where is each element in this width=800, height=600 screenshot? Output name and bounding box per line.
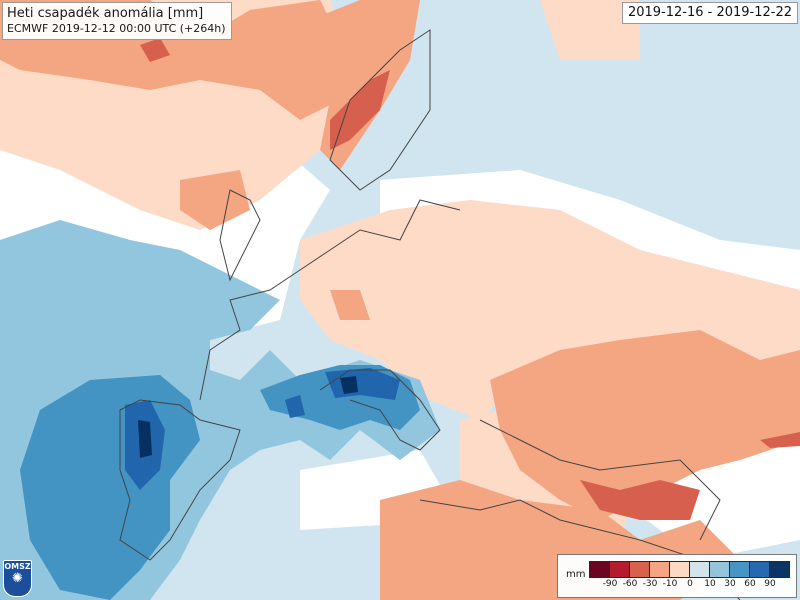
- dry-anomaly-medium: [490, 330, 800, 520]
- wet-anomaly-extreme: [340, 376, 358, 394]
- legend-swatch: [710, 562, 730, 577]
- legend-colorbar: [589, 561, 790, 578]
- wet-anomaly-extreme: [138, 420, 152, 458]
- color-legend: mm -90 -60 -30 -10 0 10 30 60 90: [557, 554, 797, 598]
- omsz-logo: OMSZ ✺: [3, 560, 32, 597]
- dry-anomaly-strong: [330, 70, 390, 150]
- legend-tick-label: 10: [704, 579, 716, 589]
- legend-tick-label: 60: [744, 579, 756, 589]
- legend-swatch: [650, 562, 670, 577]
- coastline: [219, 189, 261, 282]
- dry-anomaly-medium: [180, 170, 250, 230]
- map-title: Heti csapadék anomália [mm]: [7, 6, 204, 21]
- logo-swirl-icon: ✺: [12, 571, 23, 586]
- dry-anomaly-medium: [330, 290, 370, 320]
- dry-anomaly-strong: [760, 432, 800, 448]
- legend-swatch: [630, 562, 650, 577]
- legend-tick-label: 0: [687, 579, 693, 589]
- legend-tick-label: -60: [622, 579, 638, 589]
- legend-swatch: [730, 562, 750, 577]
- coastline: [479, 419, 721, 541]
- legend-tick-label: -10: [662, 579, 678, 589]
- coastline: [199, 199, 461, 401]
- map-subtitle: ECMWF 2019-12-12 00:00 UTC (+264h): [7, 22, 226, 35]
- legend-tick-label: 30: [724, 579, 736, 589]
- legend-tick-label: -90: [602, 579, 618, 589]
- title-box: Heti csapadék anomália [mm] ECMWF 2019-1…: [2, 2, 232, 40]
- wet-anomaly-strong: [285, 395, 305, 418]
- dry-anomaly-light: [300, 200, 800, 420]
- legend-swatch: [750, 562, 770, 577]
- legend-swatch: [690, 562, 710, 577]
- coastline: [329, 29, 431, 191]
- legend-swatch: [670, 562, 690, 577]
- legend-swatch: [610, 562, 630, 577]
- date-range: 2019-12-16 - 2019-12-22: [621, 2, 798, 24]
- legend-tick-label: -30: [642, 579, 658, 589]
- coastline: [119, 399, 241, 561]
- legend-unit: mm: [566, 569, 586, 580]
- legend-tick-label: 90: [764, 579, 776, 589]
- legend-swatch: [770, 562, 789, 577]
- dry-anomaly-strong: [580, 480, 700, 520]
- dry-anomaly-strong: [140, 38, 170, 62]
- coastline: [319, 369, 441, 451]
- dry-anomaly-light: [540, 0, 640, 60]
- legend-swatch: [590, 562, 610, 577]
